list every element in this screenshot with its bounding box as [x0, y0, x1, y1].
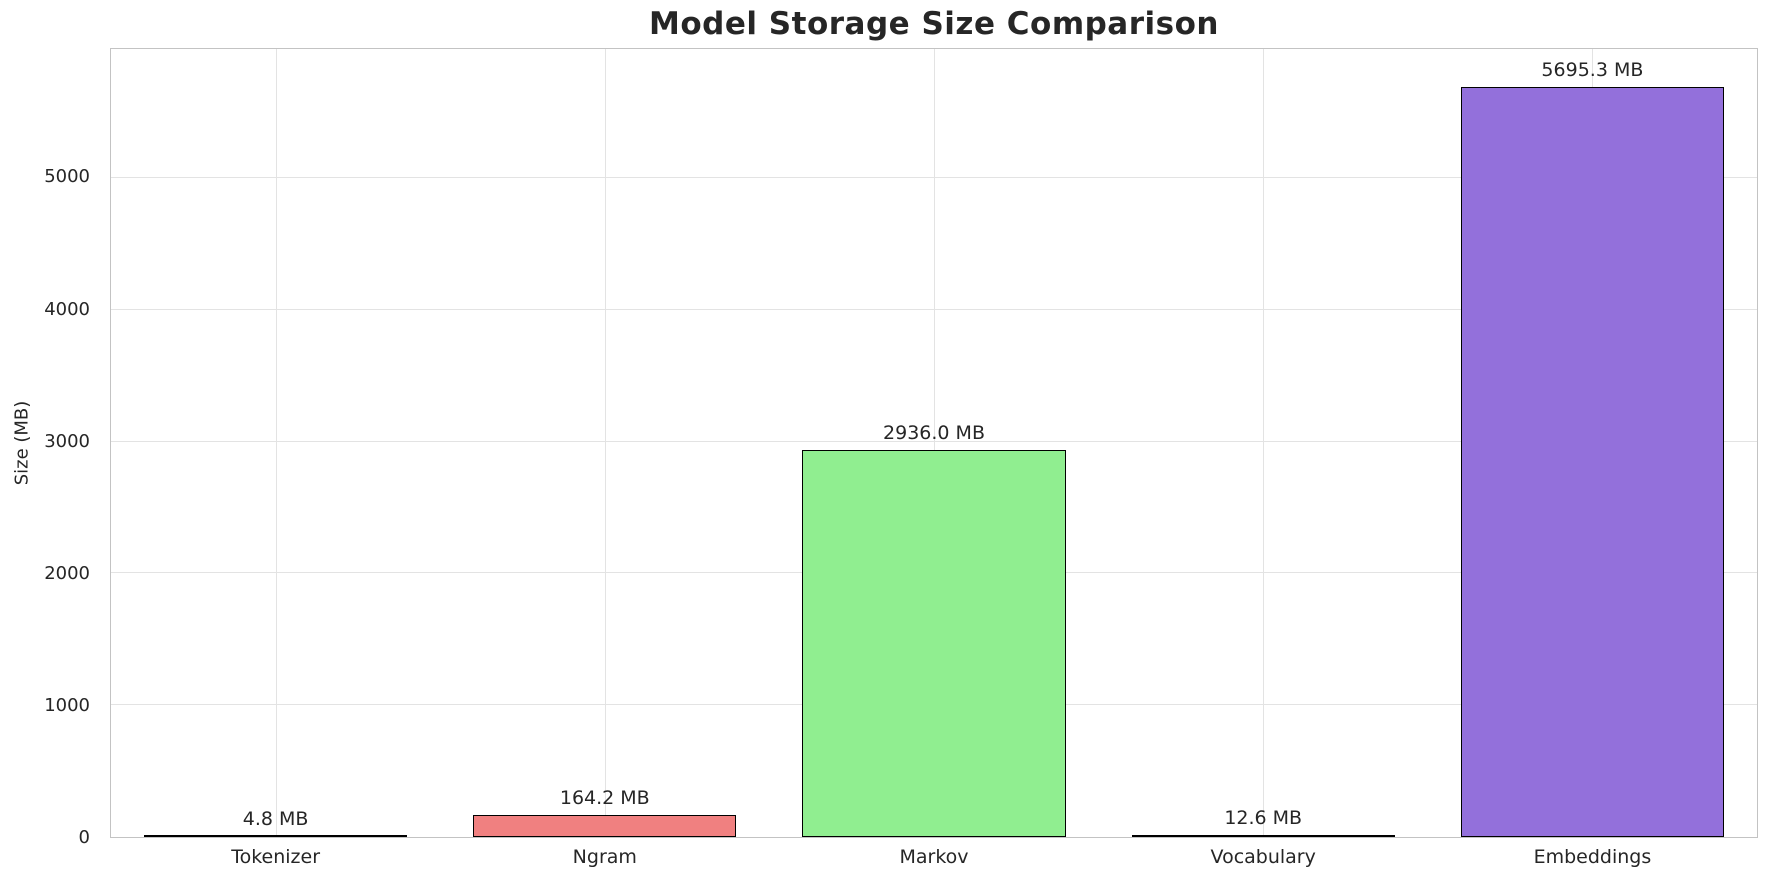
y-tick-label: 0 — [78, 827, 90, 848]
bar-columns: 4.8 MB Tokenizer 164.2 MB Ngram 2936.0 MB Mar… — [111, 49, 1757, 868]
bar-column: 12.6 MB Vocabulary — [1099, 49, 1428, 868]
y-tick-label: 5000 — [44, 166, 90, 188]
y-tick-label: 1000 — [44, 694, 90, 716]
chart-title: Model Storage Size Comparison — [649, 6, 1219, 42]
plot-area: 4.8 MB Tokenizer 164.2 MB Ngram 2936.0 MB Mar… — [110, 48, 1758, 868]
v-gridline — [275, 49, 277, 837]
v-gridline — [934, 49, 935, 837]
bar-value-label: 5695.3 MB — [1541, 58, 1644, 81]
bar-vocabulary — [1131, 835, 1395, 837]
bar-value-label: 2936.0 MB — [883, 422, 985, 445]
bar-value-label: 4.8 MB — [242, 808, 309, 831]
v-gridline — [1263, 49, 1265, 837]
x-tick-label: Markov — [899, 846, 969, 868]
x-tick-label: Tokenizer — [231, 846, 320, 868]
y-tick-label: 2000 — [44, 562, 90, 584]
bar-value-label: 12.6 MB — [1224, 807, 1303, 830]
bar-column: 5695.3 MB Embeddings — [1428, 49, 1757, 868]
x-tick-label: Embeddings — [1533, 846, 1652, 868]
bar-value-label: 164.2 MB — [559, 787, 650, 810]
x-tick-label: Ngram — [572, 846, 637, 868]
x-tick-label: Vocabulary — [1210, 846, 1316, 868]
y-axis: 0 1000 2000 3000 4000 5000 — [0, 48, 104, 847]
bar-tokenizer — [143, 835, 408, 837]
bar-embeddings — [1460, 86, 1725, 837]
bar-markov — [802, 450, 1066, 837]
bar-column: 4.8 MB Tokenizer — [111, 49, 440, 868]
bar-column: 2936.0 MB Markov — [769, 49, 1098, 868]
y-tick-label: 3000 — [44, 430, 90, 452]
v-gridline — [604, 49, 606, 837]
bar-ngram — [473, 815, 737, 837]
y-tick-label: 4000 — [44, 298, 90, 320]
bar-column: 164.2 MB Ngram — [440, 49, 769, 868]
